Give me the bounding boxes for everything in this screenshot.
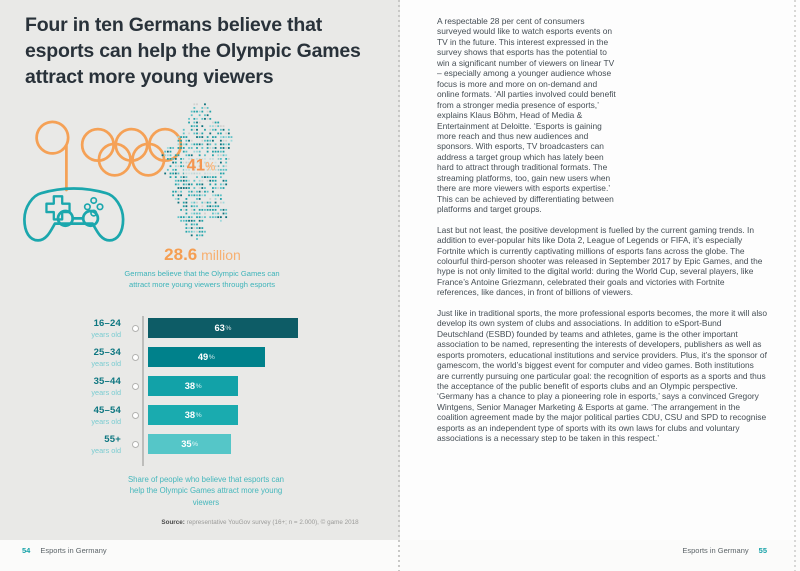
source-text: representative YouGov survey (16+; n = 2… [184,519,359,526]
paragraph-2-text: Last but not least, the positive develop… [437,224,763,298]
stat-value: 28.6 [164,245,198,264]
paragraph-3: Just like in traditional sports, the mor… [437,308,768,444]
bar-45–54-years-old: 38% [148,405,239,425]
right-page: A respectable 28 per cent of consumers s… [400,0,800,540]
bar-25–34-years-old: 49% [148,347,265,367]
stat-number: 28.6 million [120,245,285,265]
section-label-right: Esports in Germany [682,546,749,555]
left-page: Four in ten Germans believe that esports… [0,0,400,540]
percent-sign: % [205,161,216,174]
axis-node [132,411,139,419]
page-number-right: 55 [758,546,767,555]
page-edge-dotted-line [794,0,796,571]
page-gutter-dotted-line [398,0,400,571]
chart-row: 45–54 years old 38% [20,404,390,426]
controller-cable [35,120,70,192]
axis-node [132,382,139,390]
source-label: Source: [161,519,185,526]
source-line: Source: representative YouGov survey (16… [120,519,400,526]
paragraph-1: A respectable 28 per cent of consumers s… [437,16,768,215]
stat-caption: Germans believe that the Olympic Games c… [124,269,280,290]
section-label-left: Esports in Germany [40,546,107,555]
bar-35–44-years-old: 38% [148,376,239,396]
body-copy: A respectable 28 per cent of consumers s… [437,16,768,454]
page-number-left: 54 [22,546,31,555]
age-group-label: 45–54 years old [91,404,121,426]
chart-row: 55+ years old 35% [20,433,390,455]
stat-unit: million [197,247,241,263]
paragraph-1-text: A respectable 28 per cent of consumers s… [437,16,616,215]
text-wrap-spacer [616,16,768,194]
axis-node [132,324,139,332]
footer-right: Esports in Germany 55 [682,546,767,555]
age-group-label: 55+ years old [91,433,121,455]
game-controller-icon [23,187,125,242]
germany-dot-map: 41% [150,102,252,242]
percent-callout: 41% [183,156,219,176]
age-group-label: 16–24 years old [91,317,121,339]
chart-row: 16–24 years old 63% [20,317,390,339]
chart-row: 25–34 years old 49% [20,346,390,368]
bar-16–24-years-old: 63% [148,318,298,338]
chart-axis-line [142,316,144,466]
age-group-label: 35–44 years old [91,375,121,397]
axis-node [132,440,139,448]
footer-left: 54 Esports in Germany [22,546,107,555]
paragraph-2: Last but not least, the positive develop… [437,225,768,298]
paragraph-3-text: Just like in traditional sports, the mor… [437,307,768,444]
axis-node [132,353,139,361]
thumbsticks-icon [56,209,100,228]
dpad-icon [45,195,71,221]
bar-55+-years-old: 35% [148,434,232,454]
age-group-label: 25–34 years old [91,346,121,368]
bar-chart-rows: 16–24 years old 63% 25–34 years old 49% 35–44 y… [20,317,390,455]
percent-value: 41 [186,156,206,175]
bar-chart: 16–24 years old 63% 25–34 years old 49% 35–44 y… [20,316,390,466]
chart-caption: Share of people who believe that esports… [127,475,285,507]
chart-row: 35–44 years old 38% [20,375,390,397]
page-title: Four in ten Germans believe that esports… [25,14,361,88]
